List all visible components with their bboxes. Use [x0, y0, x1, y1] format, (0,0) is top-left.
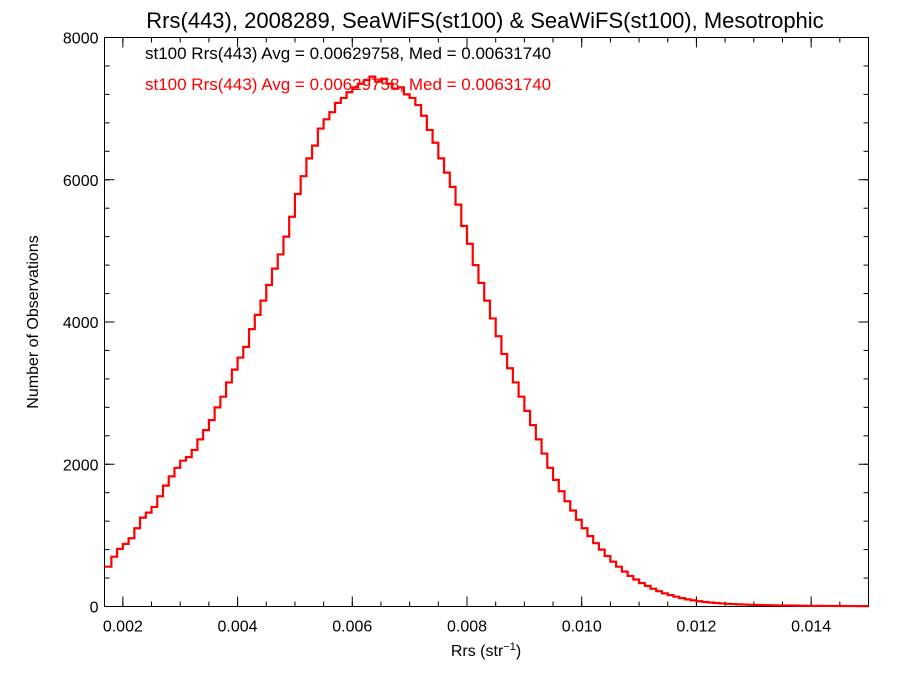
y-tick-label: 6000 — [63, 173, 99, 190]
x-tick-label: 0.012 — [676, 619, 716, 636]
annotation-stats-red: st100 Rrs(443) Avg = 0.00629758, Med = 0… — [145, 75, 551, 94]
plot-frame — [104, 37, 869, 607]
plot-area: 0.002 0.004 0.006 0.008 0.010 0.012 0.014 0 2000… — [63, 31, 869, 636]
y-tick-label: 4000 — [63, 315, 99, 332]
y-tick-label: 0 — [90, 600, 99, 617]
x-tick-label: 0.014 — [791, 619, 831, 636]
x-axis-label-superscript: −1 — [503, 641, 516, 653]
x-axis-label-end: ) — [516, 643, 521, 660]
x-axis-label: Rrs (str−1) — [451, 641, 521, 660]
major-ticks — [104, 37, 869, 607]
x-axis-label-base: Rrs (str — [451, 643, 504, 660]
chart-title: Rrs(443), 2008289, SeaWiFS(st100) & SeaW… — [146, 8, 823, 33]
tick-labels: 0.002 0.004 0.006 0.008 0.010 0.012 0.014 0 2000… — [63, 31, 831, 636]
y-axis-label: Number of Observations — [25, 235, 42, 408]
y-tick-label: 8000 — [63, 31, 99, 48]
x-tick-label: 0.002 — [103, 619, 143, 636]
x-tick-label: 0.004 — [218, 619, 258, 636]
annotation-stats-black: st100 Rrs(443) Avg = 0.00629758, Med = 0… — [145, 44, 551, 63]
minor-ticks — [104, 37, 869, 607]
x-tick-label: 0.006 — [332, 619, 372, 636]
y-tick-label: 2000 — [63, 457, 99, 474]
x-tick-label: 0.008 — [447, 619, 487, 636]
histogram-series — [104, 75, 869, 608]
x-tick-label: 0.010 — [562, 619, 602, 636]
